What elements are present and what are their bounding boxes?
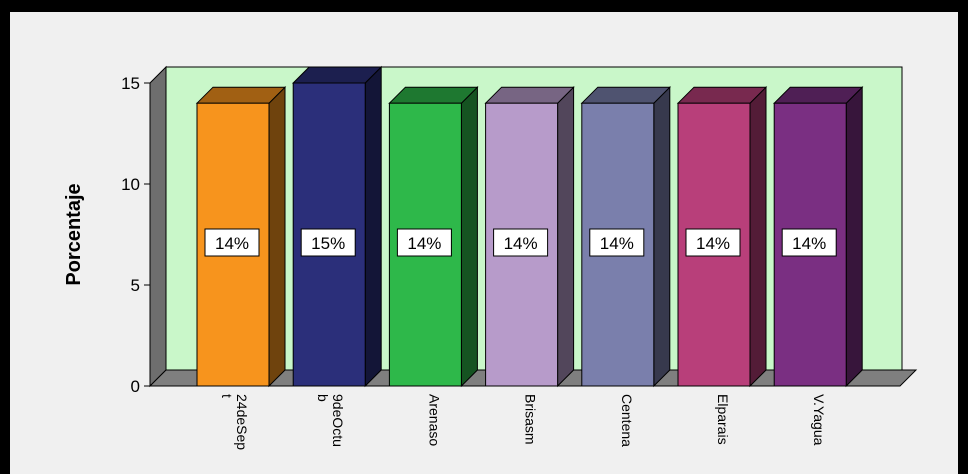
category-label: b	[315, 394, 331, 402]
category-label: Elparais	[715, 394, 731, 445]
bar-series	[195, 65, 864, 388]
y-tick-label: 5	[131, 276, 140, 295]
bar-side	[845, 85, 863, 388]
bar-top	[291, 66, 383, 84]
data-label: 14%	[396, 228, 452, 257]
bar-side	[268, 85, 286, 388]
data-label-text: 14%	[696, 234, 730, 253]
data-labels: 14% 15% 14% 14% 14% 14% 14%	[204, 228, 837, 257]
data-label-box	[300, 228, 356, 257]
data-label-text: 14%	[504, 234, 538, 253]
bar-side	[460, 85, 478, 388]
left-wall	[149, 65, 167, 388]
data-label-box	[204, 228, 260, 257]
y-tick-label: 0	[131, 377, 140, 396]
y-tick-label: 15	[121, 74, 140, 93]
data-label-text: 14%	[215, 234, 249, 253]
y-axis: 0 5 10 15	[121, 74, 151, 396]
data-label: 14%	[781, 228, 837, 257]
bar	[291, 65, 383, 388]
y-tick-label: 10	[121, 175, 140, 194]
bar-side	[749, 85, 767, 388]
category-label: Brisasm	[523, 394, 539, 445]
data-label: 15%	[300, 228, 356, 257]
bar-side	[653, 85, 671, 388]
data-label-text: 14%	[407, 234, 441, 253]
data-label-text: 14%	[600, 234, 634, 253]
data-label-box	[589, 228, 645, 257]
data-label-box	[396, 228, 452, 257]
data-label-text: 14%	[792, 234, 826, 253]
data-label: 14%	[589, 228, 645, 257]
category-label: Centena	[619, 394, 635, 447]
data-label: 14%	[204, 228, 260, 257]
bar-side	[364, 65, 382, 388]
bar-top	[484, 86, 575, 104]
bar-top	[580, 86, 672, 104]
bar-top	[388, 86, 479, 104]
data-label-text: 15%	[311, 234, 345, 253]
bar-top	[772, 86, 864, 104]
bar-top	[195, 86, 287, 104]
data-label-box	[781, 228, 837, 257]
category-label: t	[219, 394, 235, 398]
category-label: 24deSep	[234, 394, 250, 450]
bar-side	[557, 85, 575, 388]
data-label-box	[685, 228, 741, 257]
data-label: 14%	[493, 228, 549, 257]
category-label: V.Yagua	[811, 394, 827, 446]
bar-top	[676, 86, 768, 104]
y-axis-title: Porcentaje	[63, 183, 85, 285]
category-label: 9deOctu	[330, 394, 346, 447]
category-label: Arenaso	[426, 394, 442, 446]
data-label: 14%	[685, 228, 741, 257]
data-label-box	[493, 228, 549, 257]
chart-panel: 0 5 10 15 14% 15% 14% 14% 14% 14% 14% 24deSep t 9de…	[10, 12, 958, 474]
